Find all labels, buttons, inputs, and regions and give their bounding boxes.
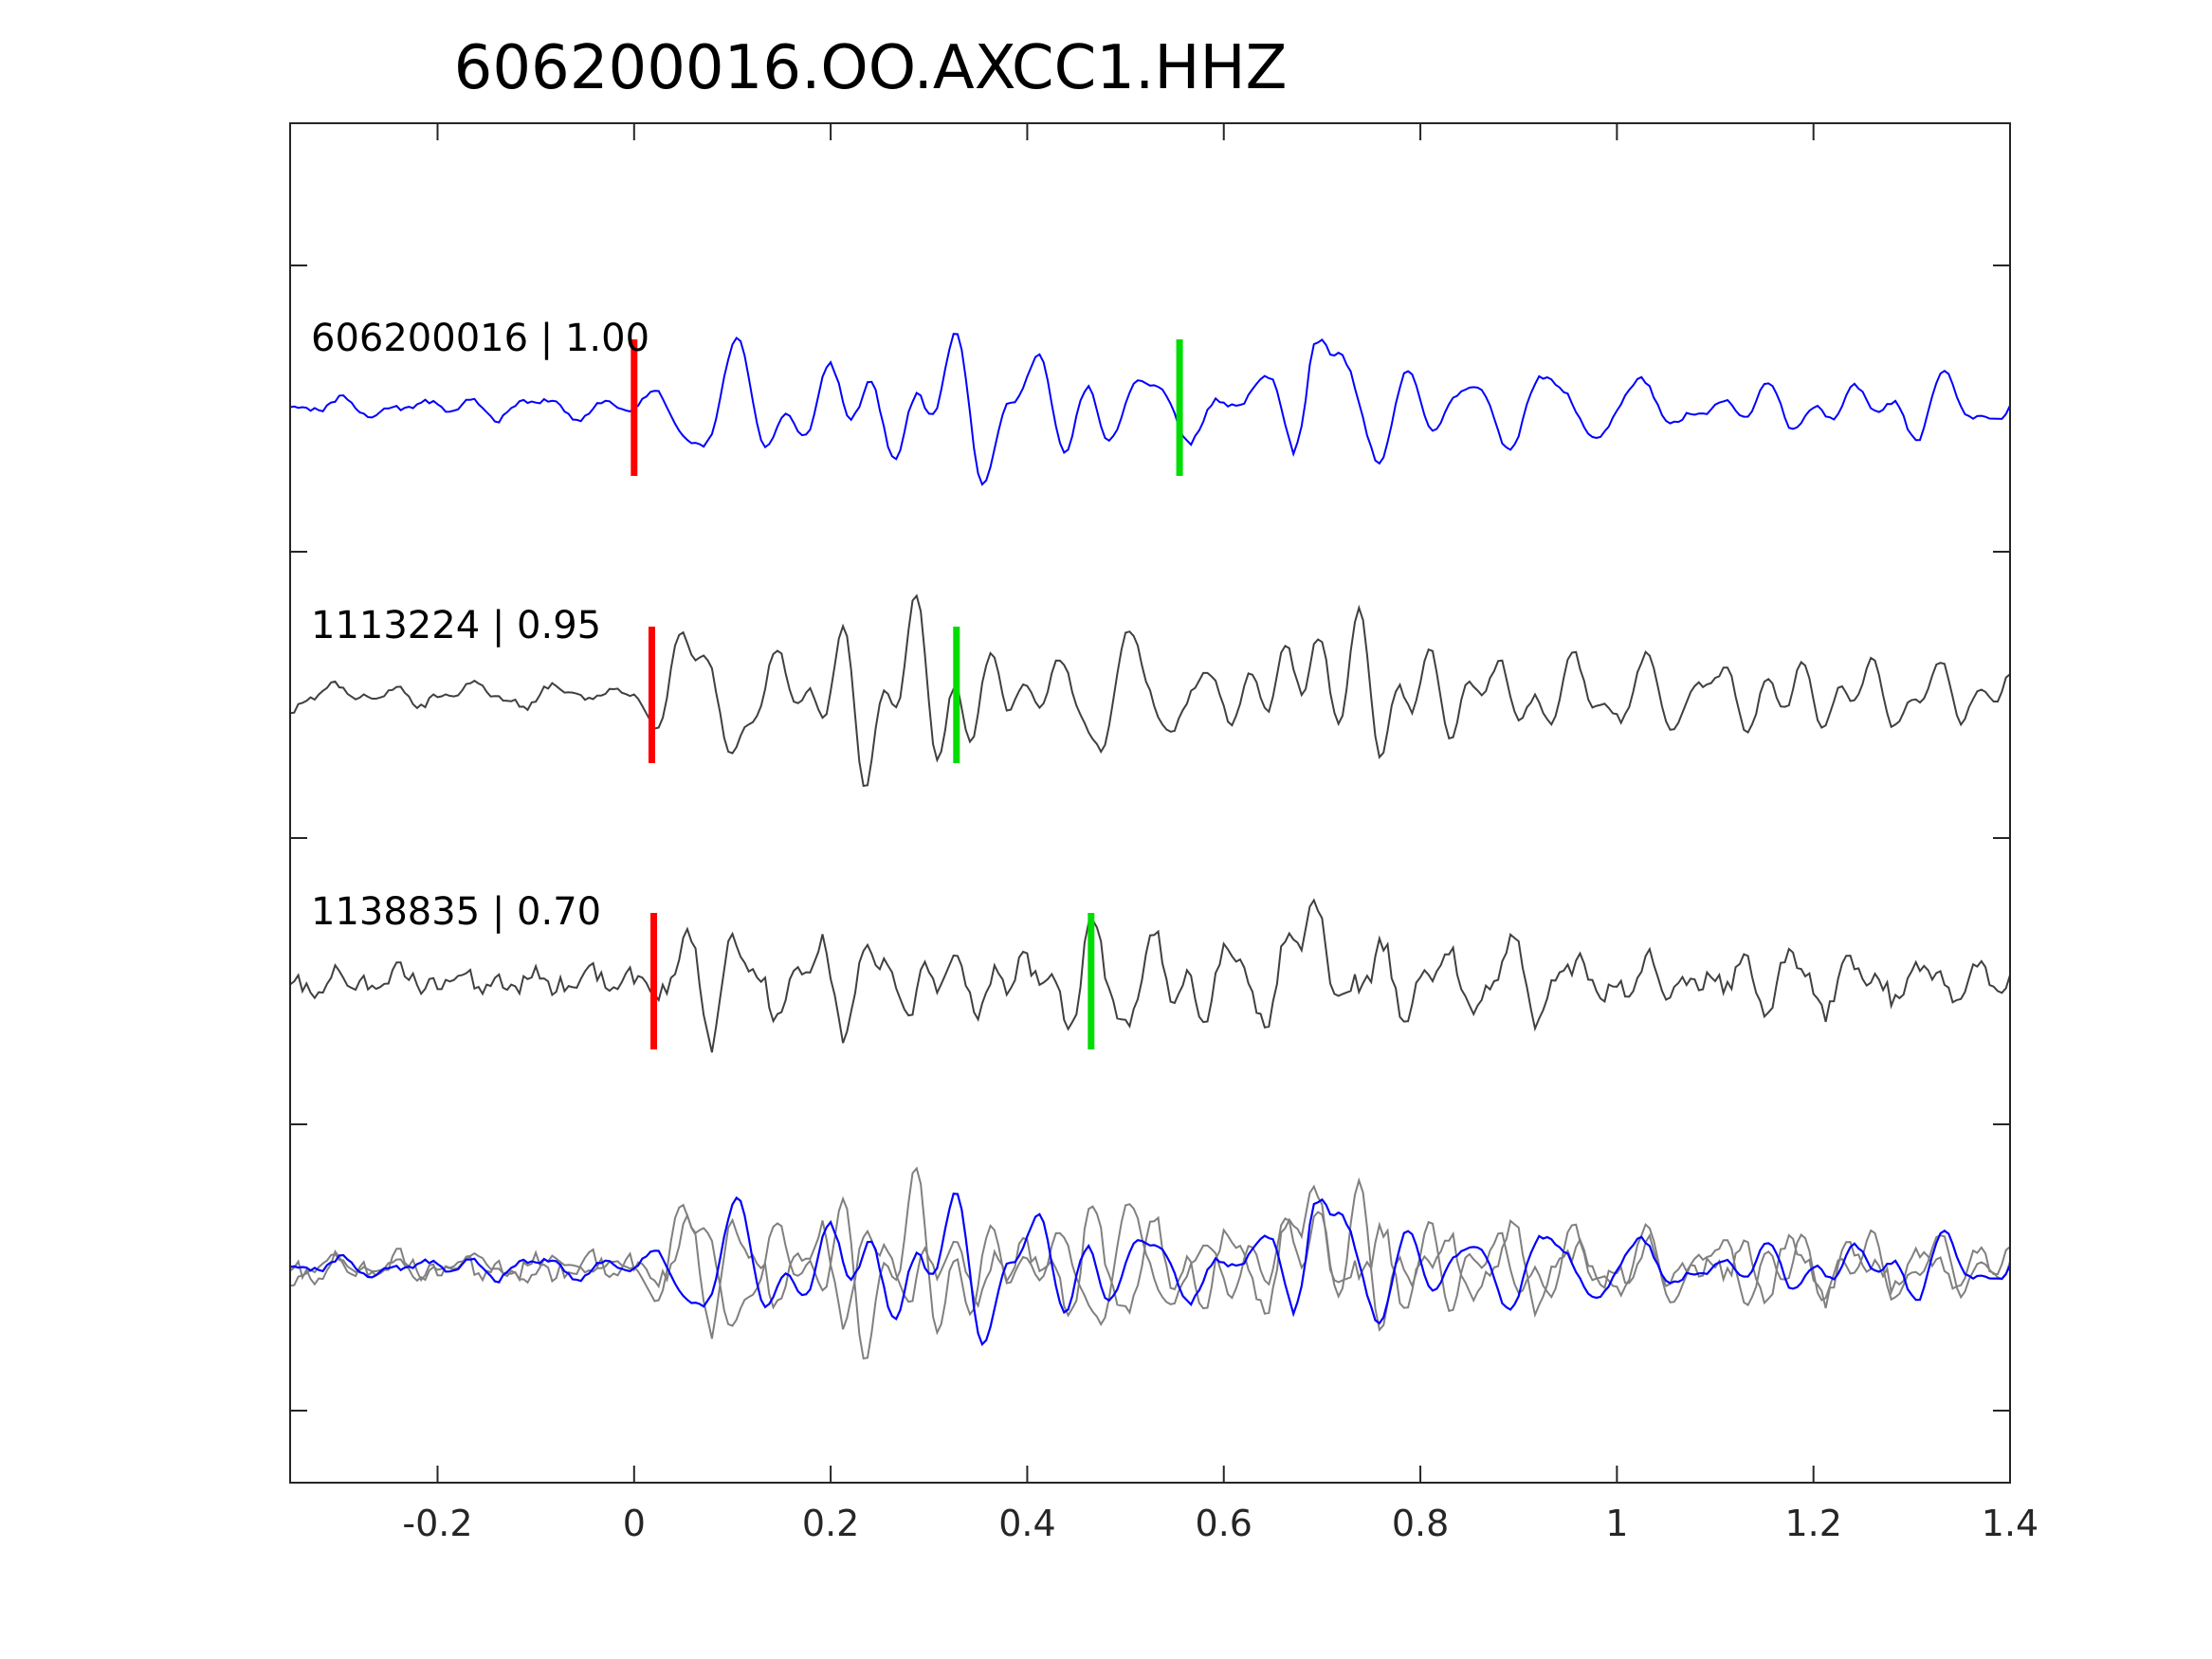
trace-label-606200016: 606200016 | 1.00 (311, 317, 649, 360)
x-tick-label: 0.6 (1196, 1503, 1252, 1544)
trace-label-1138835: 1138835 | 0.70 (311, 890, 601, 934)
x-tick-label: 1.4 (1982, 1503, 2038, 1544)
waveform-1138835 (289, 898, 2011, 1053)
x-axis: -0.2 0 0.2 0.4 0.6 0.8 1 1.2 1.4 (402, 123, 2038, 1544)
x-tick-label: 0.8 (1392, 1503, 1449, 1544)
waveform-1113224 (289, 593, 2011, 788)
plot-frame (289, 122, 2011, 1484)
x-tick-label: 0.2 (802, 1503, 859, 1544)
x-tick-label: 0 (623, 1503, 646, 1544)
x-tick-label: 0.4 (998, 1503, 1055, 1544)
overlay-waveform-1113224 (289, 1166, 2011, 1360)
x-tick-label: -0.2 (402, 1503, 472, 1544)
y-axis-ticks (290, 264, 2010, 1412)
x-tick-label: 1 (1605, 1503, 1628, 1544)
waveform-606200016 (289, 333, 2011, 486)
chart-title: 606200016.OO.AXCC1.HHZ (454, 33, 1288, 103)
trace-label-1113224: 1113224 | 0.95 (311, 604, 601, 647)
x-tick-label: 1.2 (1784, 1503, 1841, 1544)
overlay-waveform-1138835 (289, 1184, 2011, 1340)
plot-area: 606200016 | 1.00 1113224 | 0.95 1138835 | … (289, 317, 2011, 1360)
overlay-waveform-606200016 (289, 1193, 2011, 1346)
